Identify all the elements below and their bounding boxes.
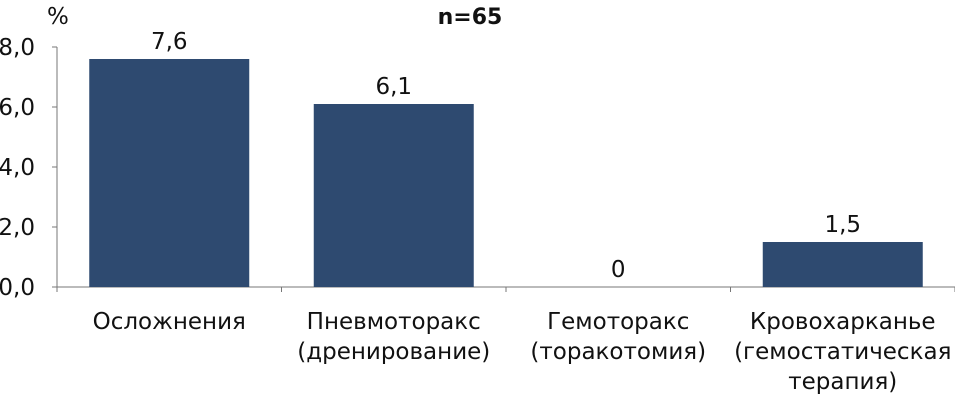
y-tick-label: 0,0 (0, 275, 35, 301)
data-label: 0 (611, 257, 626, 283)
y-tick-label: 6,0 (0, 95, 35, 121)
bar (89, 59, 250, 287)
y-tick-label: 4,0 (0, 155, 35, 181)
bar (313, 104, 474, 287)
x-category-label: (гемостатическая (734, 339, 951, 365)
x-category-label: Кровохарканье (750, 309, 936, 335)
data-label: 1,5 (824, 212, 861, 238)
x-category-label: Осложнения (93, 309, 246, 335)
x-category-label: терапия) (788, 369, 897, 395)
y-tick-label: 8,0 (0, 35, 35, 61)
x-category-label: (дренирование) (297, 339, 490, 365)
y-tick-label: 2,0 (0, 215, 35, 241)
data-label: 7,6 (151, 29, 188, 55)
x-category-label: Гемоторакс (547, 309, 689, 335)
plot-area: 0,0 2,0 4,0 6,0 8,0 7,6 Осложнения 6,1 Пневмотор… (0, 29, 955, 395)
x-category-label: (торакотомия) (530, 339, 706, 365)
chart-title: n=65 (438, 5, 503, 30)
y-axis-unit-label: % (47, 4, 69, 30)
data-label: 6,1 (375, 74, 412, 100)
bar (762, 242, 923, 287)
x-category-label: Пневмоторакс (307, 309, 481, 335)
